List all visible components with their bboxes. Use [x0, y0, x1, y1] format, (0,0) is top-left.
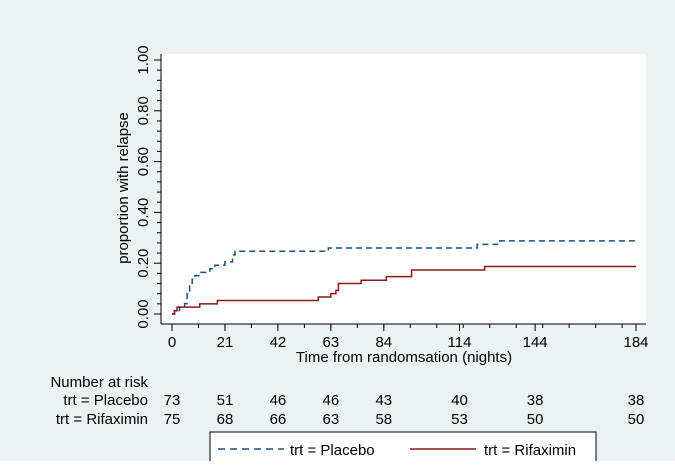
risk-value: 46 [323, 392, 340, 409]
y-tick-label: 0.40 [135, 198, 152, 227]
y-tick-label: 0.60 [135, 147, 152, 176]
risk-value: 58 [375, 411, 392, 428]
legend-placebo-label: trt = Placebo [290, 442, 375, 459]
risk-value: 43 [375, 392, 392, 409]
placebo-curve [172, 240, 636, 315]
rifaximin-curve [172, 265, 636, 315]
risk-value: 38 [628, 392, 645, 409]
risk-value: 73 [164, 392, 181, 409]
x-tick-label: 144 [523, 334, 548, 351]
plot-area [161, 54, 646, 324]
x-tick-label: 63 [323, 334, 340, 351]
risk-value: 38 [527, 392, 544, 409]
x-tick-label: 84 [375, 334, 392, 351]
risk-value: 75 [164, 411, 181, 428]
series-layer [172, 240, 636, 315]
y-tick-label: 0.80 [135, 96, 152, 125]
risk-value: 53 [451, 411, 468, 428]
y-tick-label: 0.20 [135, 249, 152, 278]
x-tick-label: 42 [270, 334, 287, 351]
x-tick-label: 0 [168, 334, 176, 351]
risk-row-label-rifaximin: trt = Rifaximin [56, 411, 148, 428]
x-tick-label: 184 [623, 334, 648, 351]
x-axis-label: Time from randomsation (nights) [296, 349, 512, 366]
risk-value: 50 [628, 411, 645, 428]
axes: 0.00 0.20 0.40 0.60 0.80 1.00 0 21 42 63 84 114 144 1… [135, 45, 649, 351]
y-tick-label: 1.00 [135, 45, 152, 74]
legend: trt = Placebo trt = Rifaximin [209, 431, 597, 465]
y-tick-label: 0.00 [135, 299, 152, 328]
risk-table-values: 73 51 46 46 43 40 38 38 75 68 66 63 58 53 50 50 [164, 392, 645, 428]
risk-value: 51 [217, 392, 234, 409]
x-tick-label: 21 [217, 334, 234, 351]
risk-table-title: Number at risk [50, 374, 148, 391]
risk-value: 46 [270, 392, 287, 409]
risk-value: 63 [323, 411, 340, 428]
risk-value: 66 [270, 411, 287, 428]
y-axis-label: proportion with relapse [115, 112, 132, 264]
risk-value: 50 [527, 411, 544, 428]
legend-rifaximin-label: trt = Rifaximin [484, 442, 576, 459]
risk-row-label-placebo: trt = Placebo [63, 392, 148, 409]
risk-value: 40 [451, 392, 468, 409]
risk-value: 68 [217, 411, 234, 428]
x-tick-label: 114 [448, 334, 472, 351]
